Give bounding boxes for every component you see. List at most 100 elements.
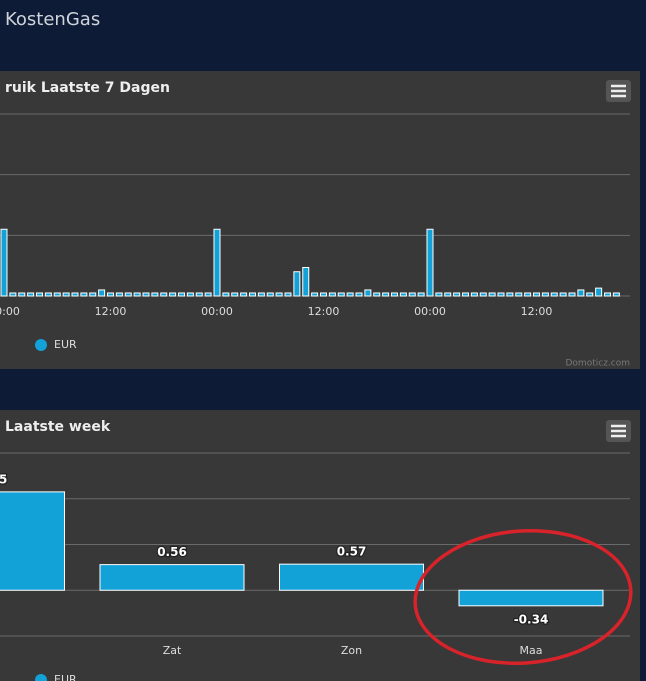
bar	[458, 589, 604, 607]
legend-symbol	[35, 339, 47, 351]
data-label: 0.56	[157, 545, 187, 559]
legend-label: EUR	[54, 338, 77, 351]
bar	[320, 292, 327, 297]
bar	[506, 292, 514, 297]
bar	[435, 292, 443, 297]
bar	[462, 292, 469, 297]
bar	[497, 292, 505, 297]
data-label: 0.57	[337, 545, 367, 559]
bar	[453, 292, 461, 297]
bar	[18, 292, 26, 297]
bar	[71, 292, 79, 297]
bar	[124, 292, 132, 297]
bar	[337, 292, 345, 297]
bar	[328, 292, 336, 297]
x-tick-label: 12:00	[521, 305, 553, 318]
x-tick-label: 12:00	[308, 305, 340, 318]
bar	[311, 292, 319, 297]
bar	[533, 292, 540, 297]
bar	[364, 289, 372, 297]
legend-symbol	[35, 674, 47, 681]
bar	[231, 292, 239, 297]
bar	[36, 292, 43, 297]
bar	[284, 292, 292, 297]
menu-icon[interactable]	[611, 84, 626, 98]
bar	[408, 292, 416, 297]
bar	[541, 292, 549, 297]
bar	[302, 266, 310, 297]
bar	[444, 292, 452, 297]
bar	[275, 292, 283, 297]
credits: Domoticz.com	[566, 359, 631, 369]
bar	[595, 287, 603, 297]
bar	[266, 292, 274, 297]
bar	[222, 292, 230, 297]
bar	[0, 228, 8, 297]
bar	[279, 563, 424, 591]
bar	[115, 292, 123, 297]
bar	[586, 292, 594, 297]
bar	[195, 292, 203, 297]
bar	[53, 292, 61, 297]
bar	[27, 292, 35, 297]
x-tick-label: Maa	[520, 644, 543, 657]
bar	[524, 292, 532, 297]
menu-button[interactable]	[606, 420, 631, 442]
bar	[426, 228, 434, 297]
bar	[559, 292, 567, 297]
bar	[399, 292, 407, 297]
bar	[160, 292, 168, 297]
bar	[488, 292, 496, 297]
bar	[0, 491, 65, 591]
bar	[417, 292, 425, 297]
bar	[204, 292, 212, 297]
bar	[568, 292, 576, 297]
x-tick-label: Zon	[341, 644, 362, 657]
bar	[99, 564, 245, 591]
bar	[293, 271, 301, 297]
x-tick-label: Zat	[163, 644, 182, 657]
data-label: -0.34	[514, 612, 549, 626]
bar	[151, 292, 159, 297]
bar	[577, 289, 585, 297]
chart-title: ruik Laatste 7 Dagen	[5, 80, 170, 96]
menu-button[interactable]	[606, 80, 631, 102]
menu-icon[interactable]	[611, 424, 626, 438]
bar	[470, 292, 478, 297]
bar	[550, 292, 558, 297]
x-tick-label: 00:00	[414, 305, 446, 318]
highlight-circle	[413, 528, 633, 666]
data-label: 2.15	[0, 472, 7, 486]
bar	[178, 292, 185, 297]
bar	[9, 292, 17, 297]
panel	[0, 410, 640, 681]
legend-label: EUR	[54, 673, 77, 681]
x-tick-label: 12:00	[95, 305, 127, 318]
bar	[391, 292, 398, 297]
bar	[107, 292, 114, 297]
bar	[479, 292, 487, 297]
bar	[142, 292, 150, 297]
panel	[0, 71, 640, 369]
bar	[169, 292, 177, 297]
bar	[62, 292, 70, 297]
bar	[213, 228, 221, 297]
bar	[382, 292, 390, 297]
bar	[257, 292, 265, 297]
bar	[355, 292, 363, 297]
bar	[346, 292, 354, 297]
bar	[80, 292, 88, 297]
bar	[249, 292, 256, 297]
x-tick-label: 00:00	[201, 305, 233, 318]
bar	[186, 292, 194, 297]
bar	[612, 292, 620, 297]
bar	[133, 292, 141, 297]
x-tick-label: 00:00	[0, 305, 20, 318]
bar	[240, 292, 248, 297]
bar	[373, 292, 381, 297]
bar	[44, 292, 52, 297]
bar	[89, 292, 97, 297]
page-title: KostenGas	[5, 9, 100, 30]
